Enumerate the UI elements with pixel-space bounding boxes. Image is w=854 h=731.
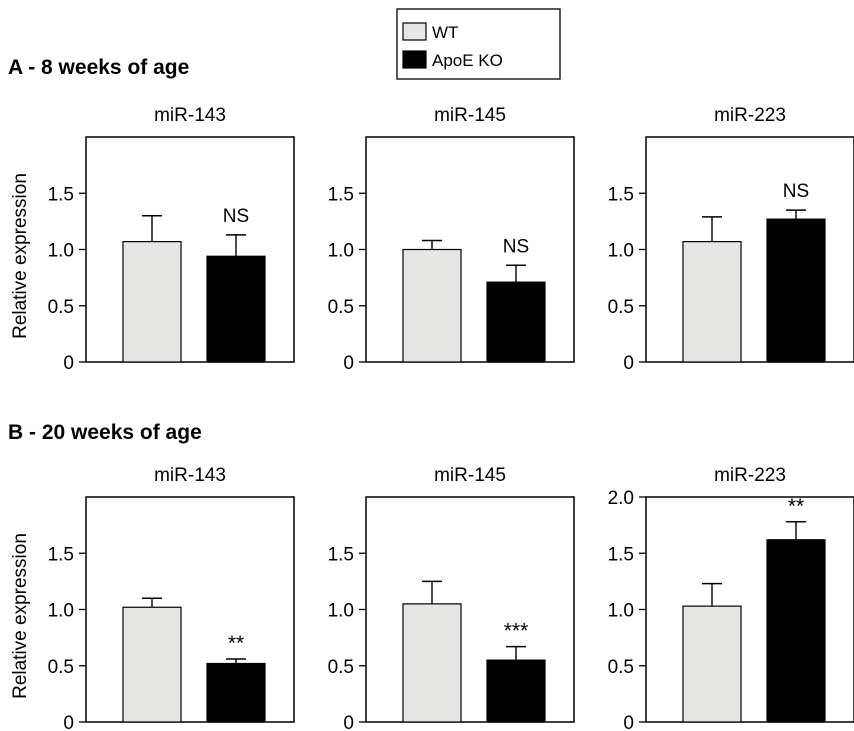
- y-tick-label: 2.0: [608, 488, 634, 509]
- bar-apoe-ko: [767, 219, 825, 362]
- y-tick-label: 1.0: [48, 241, 74, 262]
- y-tick-label: 0: [623, 353, 634, 374]
- bar-wt: [403, 604, 461, 722]
- y-tick-label: 0: [343, 713, 354, 731]
- bar-wt: [123, 242, 181, 362]
- bar-apoe-ko: [207, 256, 265, 362]
- y-tick-label: 0: [63, 353, 74, 374]
- chart-b-mir-143: miR-143 0 0.5 1.0 1.5 **: [48, 465, 294, 731]
- bar-apoe-ko: [487, 282, 545, 362]
- y-tick-label: 0: [343, 353, 354, 374]
- y-tick-label: 1.5: [48, 544, 74, 565]
- y-tick-label: 1.5: [328, 544, 354, 565]
- chart-a-mir-145: miR-145 0 0.5 1.0 1.5 NS: [328, 105, 574, 374]
- chart-title-mir-145: miR-145: [434, 465, 506, 486]
- legend-swatch-apoe-ko: [403, 51, 426, 68]
- significance-label: **: [788, 495, 804, 518]
- y-tick-label: 1.0: [608, 241, 634, 262]
- y-tick-label: 0.5: [48, 297, 74, 318]
- bar-wt: [683, 606, 741, 722]
- panel-label-a: A - 8 weeks of age: [8, 56, 189, 79]
- y-tick-label: 1.5: [608, 184, 634, 205]
- y-tick-label: 0: [63, 713, 74, 731]
- chart-title-mir-145: miR-145: [434, 105, 506, 126]
- legend: WT ApoE KO: [397, 9, 560, 79]
- chart-title-mir-223: miR-223: [714, 465, 786, 486]
- legend-swatch-wt: [403, 23, 426, 40]
- y-tick-label: 1.0: [608, 601, 634, 622]
- chart-a-mir-143: miR-143 0 0.5 1.0 1.5 NS: [48, 105, 294, 374]
- bar-apoe-ko: [767, 540, 825, 722]
- y-tick-label: 1.0: [48, 601, 74, 622]
- chart-title-mir-143: miR-143: [154, 105, 226, 126]
- y-tick-label: 0.5: [608, 297, 634, 318]
- y-tick-label: 1.5: [608, 544, 634, 565]
- y-axis-label-row-b: Relative expression: [10, 533, 31, 699]
- chart-title-mir-223: miR-223: [714, 105, 786, 126]
- legend-label-apoe-ko: ApoE KO: [432, 51, 503, 70]
- y-tick-label: 1.5: [48, 184, 74, 205]
- y-tick-label: 1.0: [328, 241, 354, 262]
- chart-title-mir-143: miR-143: [154, 465, 226, 486]
- panel-label-b: B - 20 weeks of age: [8, 421, 202, 444]
- significance-label: ***: [504, 620, 529, 643]
- y-tick-label: 0: [623, 713, 634, 731]
- chart-a-mir-223: miR-223 0 0.5 1.0 1.5 NS: [608, 105, 854, 374]
- bar-apoe-ko: [207, 664, 265, 723]
- y-tick-label: 0.5: [608, 657, 634, 678]
- y-tick-label: 0.5: [328, 297, 354, 318]
- bar-apoe-ko: [487, 660, 545, 722]
- legend-label-wt: WT: [432, 23, 458, 42]
- chart-b-mir-145: miR-145 0 0.5 1.0 1.5 ***: [328, 465, 574, 731]
- bar-wt: [683, 242, 741, 362]
- y-tick-label: 0.5: [48, 657, 74, 678]
- y-tick-label: 1.5: [328, 184, 354, 205]
- bar-wt: [403, 250, 461, 363]
- significance-label: NS: [223, 206, 249, 227]
- y-tick-label: 0.5: [328, 657, 354, 678]
- y-tick-label: 1.0: [328, 601, 354, 622]
- significance-label: NS: [503, 236, 529, 257]
- significance-label: **: [228, 632, 244, 655]
- significance-label: NS: [783, 181, 809, 202]
- y-axis-label-row-a: Relative expression: [10, 173, 31, 339]
- bar-wt: [123, 607, 181, 722]
- chart-b-mir-223: miR-223 0 0.5 1.0 1.5 2.0 **: [608, 465, 854, 731]
